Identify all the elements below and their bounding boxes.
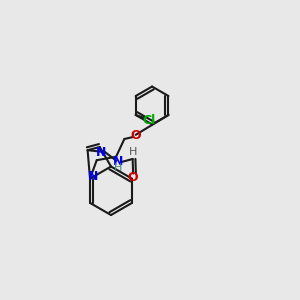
Text: Cl: Cl (142, 113, 156, 127)
Text: O: O (128, 171, 138, 184)
Text: N: N (113, 155, 124, 168)
Text: H: H (114, 163, 122, 173)
Text: N: N (96, 146, 106, 159)
Text: O: O (130, 130, 141, 142)
Text: H: H (129, 147, 137, 157)
Text: N: N (88, 170, 99, 183)
